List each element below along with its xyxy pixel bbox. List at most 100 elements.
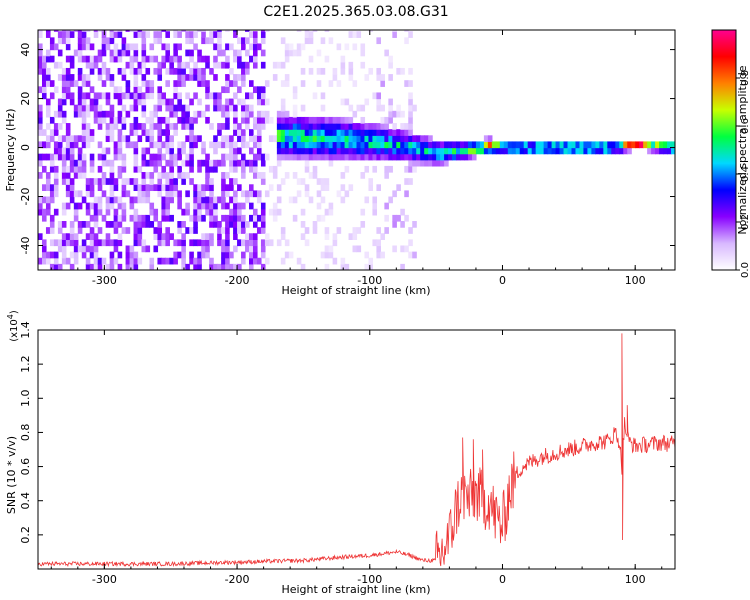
heatmap-cell: [348, 129, 354, 136]
heatmap-cell: [85, 208, 91, 216]
heatmap-cell: [73, 165, 79, 173]
heatmap-cell: [41, 257, 47, 265]
y-tick-label: 0.6: [19, 458, 32, 476]
heatmap-cell: [73, 80, 79, 87]
heatmap-cell: [113, 245, 119, 253]
heatmap-cell: [201, 251, 206, 259]
heatmap-cell: [97, 184, 103, 192]
heatmap-cell: [125, 178, 131, 185]
heatmap-cell: [177, 61, 182, 69]
heatmap-cell: [400, 129, 405, 136]
heatmap-cell: [77, 202, 83, 210]
heatmap-cell: [89, 135, 95, 143]
heatmap-cell: [149, 92, 155, 100]
heatmap-cell: [77, 55, 83, 63]
heatmap-cell: [53, 141, 59, 149]
heatmap-cell: [113, 227, 119, 234]
heatmap-cell: [141, 159, 147, 167]
heatmap-cell: [376, 37, 381, 45]
heatmap-cell: [45, 98, 51, 106]
heatmap-cell: [400, 245, 405, 253]
heatmap-cell: [53, 123, 59, 130]
heatmap-cell: [89, 104, 95, 112]
heatmap-cell: [372, 208, 378, 216]
heatmap-cell: [396, 104, 401, 112]
heatmap-cell: [157, 141, 163, 149]
heatmap-cell: [252, 37, 258, 45]
heatmap-cell: [93, 178, 99, 185]
snr-line-series: [38, 333, 675, 568]
heatmap-cell: [300, 153, 306, 161]
heatmap-cell: [256, 141, 262, 149]
heatmap-cell: [169, 233, 174, 240]
heatmap-cell: [81, 165, 87, 173]
heatmap-cell: [117, 153, 123, 161]
heatmap-cell: [312, 221, 318, 228]
heatmap-cell: [324, 178, 330, 185]
heatmap-cell: [483, 147, 489, 155]
heatmap-cell: [93, 92, 99, 100]
heatmap-cell: [185, 123, 190, 130]
snr-multiplier-base: (x10: [9, 319, 20, 342]
heatmap-cell: [260, 116, 266, 124]
heatmap-cell: [213, 208, 218, 216]
heatmap-cell: [145, 221, 151, 228]
heatmap-cell: [185, 37, 190, 45]
heatmap-cell: [157, 123, 163, 130]
heatmap-cell: [121, 190, 127, 198]
heatmap-cell: [185, 172, 190, 179]
heatmap-cell: [217, 159, 222, 167]
heatmap-cell: [280, 98, 286, 106]
heatmap-cell: [41, 129, 47, 136]
heatmap-cell: [344, 153, 350, 161]
heatmap-cell: [113, 239, 119, 247]
heatmap-cell: [360, 123, 366, 130]
heatmap-cell: [121, 202, 127, 210]
heatmap-cell: [408, 110, 413, 118]
heatmap-cell: [444, 141, 449, 149]
heatmap-cell: [193, 110, 198, 118]
heatmap-cell: [69, 227, 75, 234]
heatmap-cell: [237, 86, 242, 94]
heatmap-cell: [340, 67, 346, 75]
heatmap-cell: [272, 202, 278, 210]
heatmap-cell: [177, 74, 182, 81]
heatmap-cell: [535, 141, 541, 149]
heatmap-cell: [65, 165, 71, 173]
heatmap-cell: [177, 196, 182, 204]
heatmap-cell: [400, 208, 405, 216]
heatmap-cell: [320, 196, 326, 204]
heatmap-cell: [392, 31, 397, 38]
heatmap-cell: [205, 208, 210, 216]
heatmap-cell: [217, 37, 222, 45]
heatmap-cell: [320, 141, 326, 149]
heatmap-cell: [77, 172, 83, 179]
heatmap-cell: [404, 178, 409, 185]
y-tick-label: 0.8: [19, 424, 32, 442]
heatmap-cell: [89, 67, 95, 75]
heatmap-cell: [113, 221, 119, 228]
heatmap-cell: [348, 31, 354, 38]
heatmap-cell: [611, 147, 616, 155]
heatmap-cell: [201, 141, 206, 149]
heatmap-cell: [487, 147, 493, 155]
heatmap-cell: [372, 153, 378, 161]
heatmap-cell: [97, 208, 103, 216]
colorbar-label: Normalized spectral amplitude: [736, 65, 749, 234]
heatmap-cell: [241, 80, 246, 87]
heatmap-cell: [264, 98, 270, 106]
heatmap-cell: [368, 263, 374, 270]
heatmap-cell: [245, 221, 250, 228]
heatmap-cell: [312, 141, 318, 149]
heatmap-cell: [241, 141, 246, 149]
heatmap-cell: [252, 172, 258, 179]
heatmap-cell: [376, 67, 381, 75]
heatmap-cell: [169, 55, 174, 63]
heatmap-cell: [53, 110, 59, 118]
heatmap-cell: [304, 30, 310, 32]
heatmap-cell: [109, 49, 115, 57]
heatmap-cell: [193, 227, 198, 234]
heatmap-cell: [61, 86, 67, 94]
heatmap-cell: [145, 190, 151, 198]
heatmap-cell: [471, 153, 477, 161]
